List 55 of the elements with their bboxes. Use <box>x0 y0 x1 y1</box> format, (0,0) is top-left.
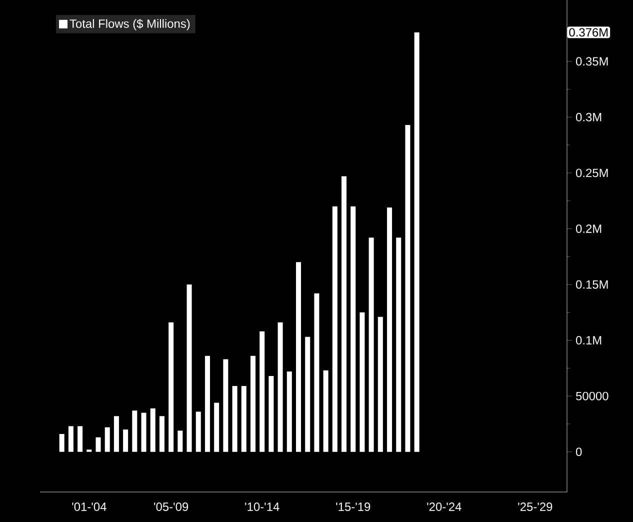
bar <box>96 437 101 452</box>
bar <box>278 322 283 452</box>
bar <box>387 208 392 452</box>
bar <box>378 316 383 452</box>
bar <box>68 426 74 452</box>
bar <box>232 386 238 452</box>
x-tick-label: '05-'09 <box>154 502 188 511</box>
bar <box>204 356 210 452</box>
y-tick-label: 0.3M <box>576 112 602 122</box>
x-tick-label: '25-'29 <box>518 502 552 511</box>
bar <box>223 359 228 452</box>
bar <box>305 336 310 452</box>
legend-label: Total Flows ($ Millions) <box>70 18 190 30</box>
bar <box>123 430 128 452</box>
bar <box>314 293 320 452</box>
y-tick-label: 50000 <box>576 392 608 400</box>
bar <box>178 430 183 452</box>
bar <box>260 331 265 452</box>
bar <box>414 32 420 452</box>
bar <box>286 372 292 452</box>
bar <box>196 412 201 452</box>
bar <box>396 238 402 452</box>
y-tick-label: 0 <box>576 448 582 456</box>
x-tick-label: '20-'24 <box>427 502 462 511</box>
y-tick-label: 0.2M <box>576 224 602 233</box>
bar <box>59 434 64 452</box>
bar <box>342 176 347 452</box>
x-tick-label: '15-'19 <box>336 502 370 511</box>
x-tick-label: '10-'14 <box>245 502 280 511</box>
bar <box>360 312 365 452</box>
bar <box>296 262 301 452</box>
y-tick-label: 0.35M <box>576 57 608 66</box>
bar <box>104 427 110 452</box>
bar <box>132 410 138 452</box>
bar <box>405 124 410 452</box>
y-tick-label: 0.25M <box>576 168 608 178</box>
bar <box>141 412 146 452</box>
bar <box>250 356 256 452</box>
x-tick-label: '01-'04 <box>72 502 106 511</box>
bar <box>368 238 374 452</box>
annotation: 0.376M <box>569 28 608 37</box>
bar <box>150 408 156 452</box>
bar <box>186 284 192 452</box>
bar <box>268 376 274 452</box>
bar <box>114 416 119 452</box>
bar <box>78 426 83 452</box>
bar <box>332 206 338 452</box>
bar <box>323 370 328 452</box>
bar <box>159 416 164 452</box>
bar <box>168 322 174 452</box>
y-tick-label: 0.1M <box>576 336 602 344</box>
y-tick-label: 0.15M <box>576 280 608 289</box>
bar <box>350 206 356 452</box>
bar <box>214 402 220 452</box>
bar <box>241 386 246 452</box>
